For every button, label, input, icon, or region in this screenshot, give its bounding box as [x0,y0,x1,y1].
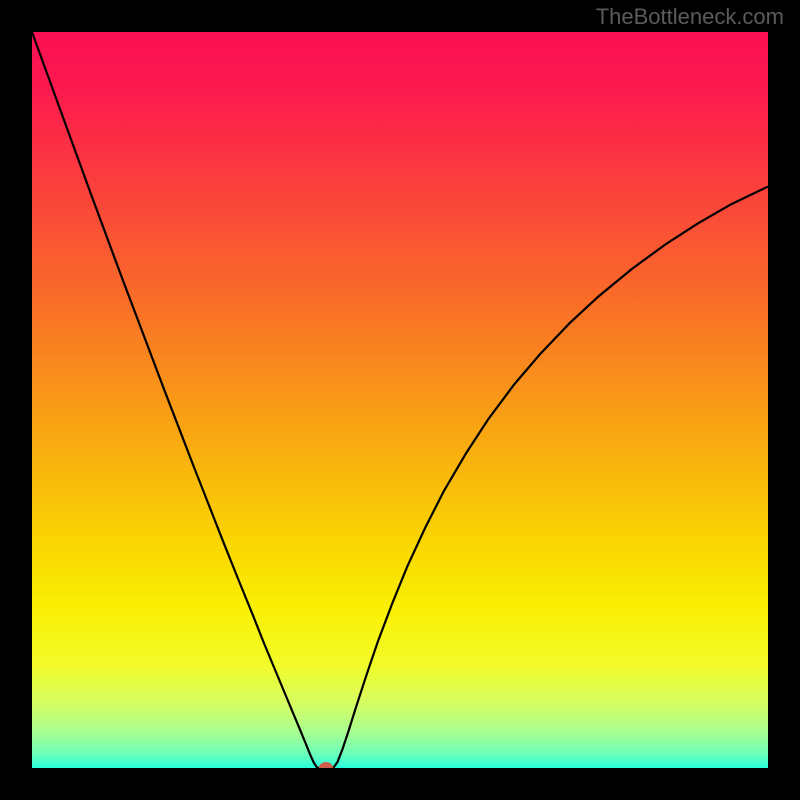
minimum-marker [319,762,333,768]
figure-frame: TheBottleneck.com [0,0,800,800]
watermark-text: TheBottleneck.com [596,4,784,30]
plot-area [32,32,768,768]
curve-layer [32,32,768,768]
bottleneck-curve [32,32,768,768]
